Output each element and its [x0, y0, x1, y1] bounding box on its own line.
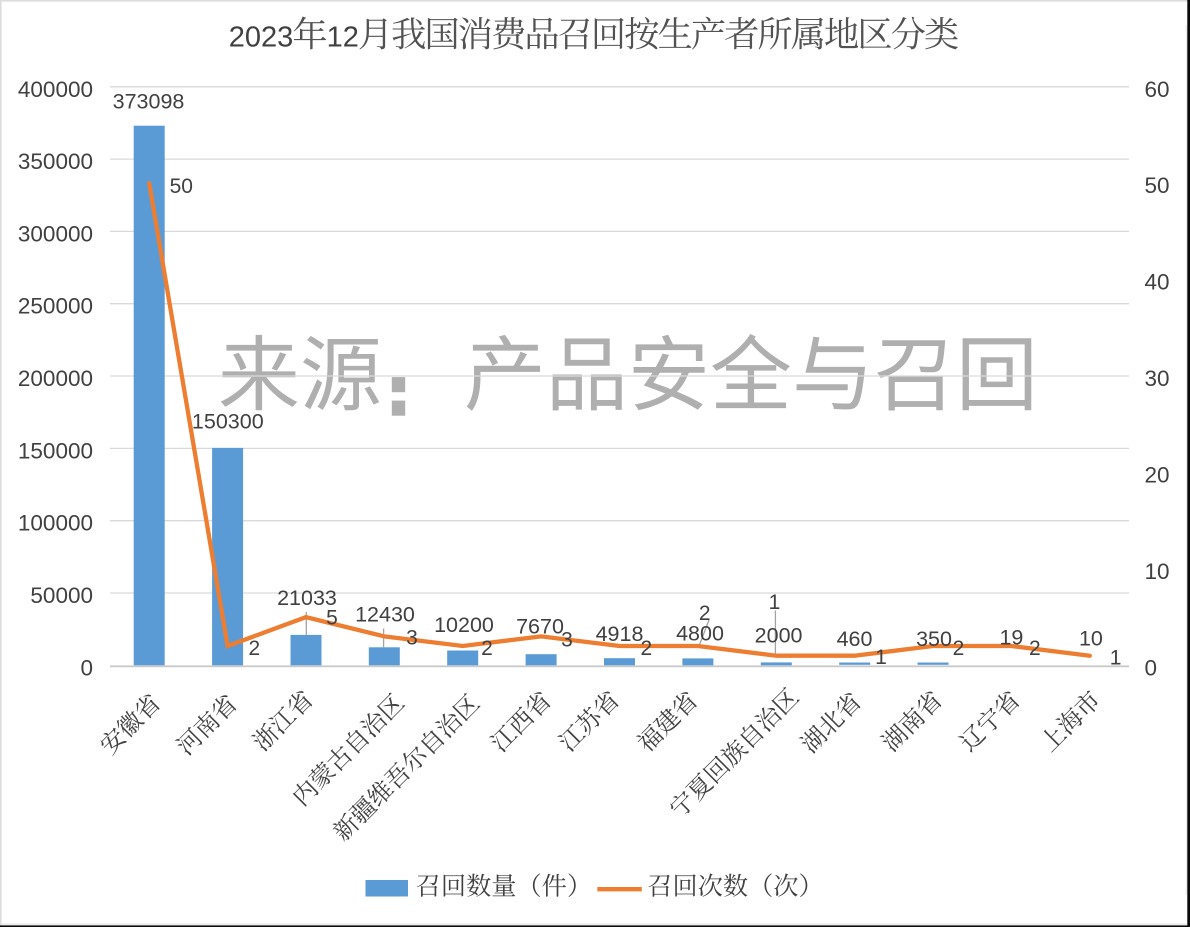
- svg-text:3: 3: [406, 627, 418, 650]
- svg-text:7670: 7670: [516, 615, 564, 639]
- svg-text:373098: 373098: [113, 90, 185, 114]
- svg-text:30: 30: [1145, 366, 1170, 391]
- svg-text:10200: 10200: [434, 613, 494, 637]
- svg-text:10: 10: [1079, 626, 1103, 650]
- svg-text:200000: 200000: [18, 366, 93, 391]
- svg-text:12: 12: [327, 22, 359, 54]
- svg-text:19: 19: [999, 625, 1023, 649]
- svg-text:250000: 250000: [18, 294, 93, 319]
- svg-text:50: 50: [1145, 173, 1170, 198]
- svg-text:2: 2: [1029, 637, 1041, 660]
- svg-text:350: 350: [916, 627, 952, 651]
- svg-text:3: 3: [561, 628, 573, 651]
- svg-text:50: 50: [170, 175, 193, 198]
- svg-text:21033: 21033: [277, 586, 337, 610]
- svg-text:50000: 50000: [30, 583, 93, 608]
- svg-text:1: 1: [875, 646, 887, 669]
- svg-text:2: 2: [953, 637, 965, 660]
- svg-text:4918: 4918: [596, 622, 644, 646]
- svg-text:5: 5: [326, 607, 338, 630]
- svg-text:2: 2: [249, 637, 261, 660]
- svg-text:400000: 400000: [18, 77, 93, 102]
- svg-text:2000: 2000: [755, 623, 803, 647]
- svg-text:460: 460: [837, 627, 873, 651]
- svg-text:2: 2: [699, 602, 711, 625]
- svg-text:100000: 100000: [18, 511, 93, 536]
- svg-text:1: 1: [769, 591, 781, 614]
- svg-text:12430: 12430: [355, 603, 415, 627]
- svg-text:150300: 150300: [192, 410, 264, 434]
- svg-text:2023: 2023: [229, 22, 294, 54]
- svg-text:350000: 350000: [18, 149, 93, 174]
- svg-text:0: 0: [80, 655, 93, 680]
- svg-text:2: 2: [640, 637, 652, 660]
- svg-text:20: 20: [1145, 463, 1170, 488]
- svg-text:10: 10: [1145, 559, 1170, 584]
- svg-text:1: 1: [1110, 646, 1122, 669]
- svg-text:0: 0: [1145, 655, 1158, 680]
- svg-text:2: 2: [481, 637, 493, 660]
- svg-text:60: 60: [1145, 77, 1170, 102]
- svg-text:4800: 4800: [676, 622, 724, 646]
- svg-text:40: 40: [1145, 270, 1170, 295]
- svg-text:150000: 150000: [18, 438, 93, 463]
- svg-text:300000: 300000: [18, 221, 93, 246]
